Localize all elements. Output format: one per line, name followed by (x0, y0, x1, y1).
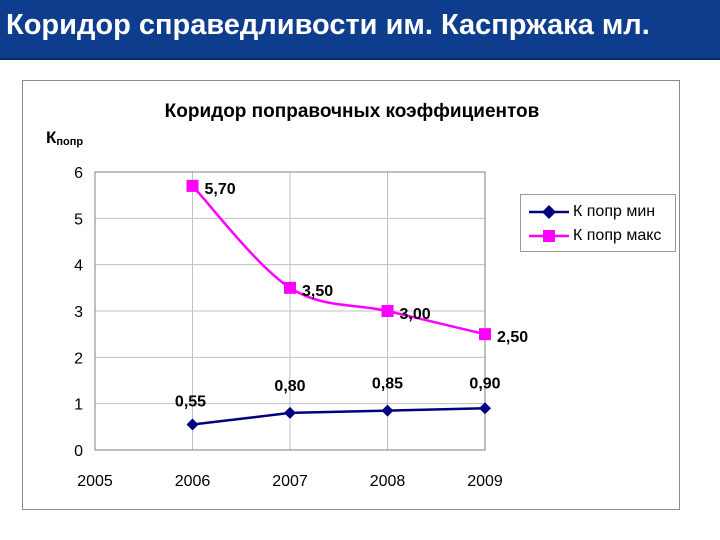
legend-swatch-max (529, 230, 569, 242)
y-axis-label-main: К (46, 128, 57, 147)
chart-title: Коридор поправочных коэффициентов (165, 101, 540, 122)
series-line-min (192, 407, 486, 426)
data-label: 2,50 (497, 329, 528, 346)
y-tick-label: 4 (74, 258, 83, 275)
y-tick-label: 0 (74, 443, 83, 460)
x-tick-label: 2005 (77, 473, 113, 490)
data-label: 3,00 (400, 306, 431, 323)
y-tick-label: 6 (74, 165, 83, 182)
plot-area: 0 1 2 3 4 5 6 2005 2006 2007 2008 2009 0,55 0,80 0,85 0… (74, 165, 528, 490)
y-axis-label-sub: попр (56, 136, 83, 148)
data-point-min (479, 402, 491, 415)
legend-item-max: К попр макс (521, 225, 675, 247)
x-tick-label: 2008 (370, 473, 406, 490)
data-label: 0,85 (372, 376, 403, 393)
data-point-min (284, 406, 296, 419)
data-point-max (381, 305, 394, 317)
data-point-min (186, 418, 199, 431)
data-label: 0,55 (175, 394, 206, 411)
data-point-max (479, 328, 491, 341)
y-tick-label: 1 (74, 397, 83, 414)
series-line-max (191, 185, 486, 336)
x-tick-label: 2006 (175, 473, 211, 490)
plot-border (94, 171, 486, 451)
x-tick-label: 2007 (272, 473, 308, 490)
data-point-max (284, 281, 296, 294)
y-tick-label: 3 (74, 304, 83, 321)
y-tick-label: 2 (74, 350, 83, 367)
title-banner: Коридор справедливости им. Каспржака мл. (0, 0, 720, 60)
data-point-max (186, 179, 199, 192)
legend-item-min: К попр мин (521, 201, 675, 223)
x-tick-label: 2009 (467, 473, 503, 490)
y-tick-label: 5 (74, 211, 83, 228)
legend-label-max: К попр макс (573, 227, 662, 244)
data-point-min (381, 404, 394, 417)
legend: К попр мин К попр макс (520, 194, 676, 252)
page-title: Коридор справедливости им. Каспржака мл. (6, 9, 650, 41)
y-axis-label: Кпопр (46, 128, 83, 148)
data-label: 3,50 (302, 283, 333, 300)
legend-label-min: К попр мин (573, 203, 656, 220)
chart-frame (22, 80, 680, 510)
data-label: 0,80 (274, 378, 305, 395)
data-label: 5,70 (205, 181, 236, 198)
legend-swatch-min (529, 205, 569, 219)
data-label: 0,90 (469, 375, 500, 392)
